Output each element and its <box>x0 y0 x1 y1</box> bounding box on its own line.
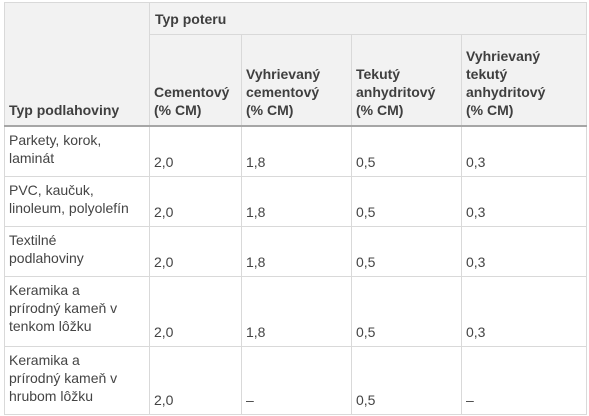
row-label-line: podlahoviny <box>9 249 84 266</box>
row-label: Parkety, korok, laminát <box>4 125 150 177</box>
table-row: Textilné podlahoviny 2,0 1,8 0,5 0,3 <box>4 225 588 277</box>
row-label-line: hrubom lôžku <box>9 387 94 404</box>
table-cell: 1,8 <box>241 275 352 347</box>
row-label-line: laminát <box>9 150 55 166</box>
column-header-line: anhydritový <box>356 84 436 100</box>
row-label-line: tenkom lôžku <box>9 317 92 334</box>
table-cell: 0,3 <box>460 175 588 227</box>
column-header-cement: Cementový (% CM) <box>149 34 242 127</box>
table-cell: 0,5 <box>351 225 462 277</box>
row-label-line: Keramika a <box>9 281 80 298</box>
table-row: Parkety, korok, laminát 2,0 1,8 0,5 0,3 <box>4 125 588 177</box>
table-cell: 0,3 <box>460 225 588 277</box>
table-cell: 0,5 <box>351 175 462 227</box>
row-label: Keramika a prírodný kameň v tenkom lôžku <box>4 275 150 347</box>
table-cell: 0,3 <box>460 125 588 177</box>
table-row: PVC, kaučuk, linoleum, polyolefín 2,0 1,… <box>4 175 588 227</box>
column-header-line: (% CM) <box>356 102 404 118</box>
table-cell: 0,5 <box>351 125 462 177</box>
row-label-line: prírodný kameň v <box>9 369 118 386</box>
group-header-label: Typ poteru <box>155 10 227 27</box>
column-header-line: (% CM) <box>466 102 514 118</box>
table-cell: 1,8 <box>241 225 352 277</box>
table-cell: – <box>460 345 588 415</box>
column-header-line: tekutý <box>466 66 508 82</box>
row-label: PVC, kaučuk, linoleum, polyolefín <box>4 175 150 227</box>
column-header-line: Vyhrievaný <box>466 48 541 64</box>
column-header-heated-cement: Vyhrievaný cementový (% CM) <box>241 34 352 127</box>
column-header-line: anhydritový <box>466 84 546 100</box>
row-label: Textilné podlahoviny <box>4 225 150 277</box>
table-row: Keramika a prírodný kameň v tenkom lôžku… <box>4 275 588 347</box>
column-header-line: Cementový <box>154 84 230 100</box>
table-cell: 2,0 <box>149 275 242 347</box>
row-label-line: Parkety, korok, <box>9 132 102 148</box>
table-cell: 2,0 <box>149 175 242 227</box>
table-cell: 2,0 <box>149 345 242 415</box>
row-header-label: Typ podlahoviny <box>9 102 120 118</box>
moisture-table: Typ podlahoviny Typ poteru Cementový (% … <box>4 2 588 415</box>
table-cell: 0,5 <box>351 345 462 415</box>
table-cell: 1,8 <box>241 125 352 177</box>
column-header-liquid-anhydrite: Tekutý anhydritový (% CM) <box>351 34 462 127</box>
row-label-line: prírodný kameň v <box>9 299 118 316</box>
row-label-line: PVC, kaučuk, <box>9 181 94 198</box>
column-header-heated-liquid-anhydrite: Vyhrievaný tekutý anhydritový (% CM) <box>460 34 588 127</box>
table-cell: 1,8 <box>241 175 352 227</box>
table-cell: – <box>241 345 352 415</box>
row-label-line: Keramika a <box>9 351 80 368</box>
table-cell: 2,0 <box>149 125 242 177</box>
table-cell: 0,3 <box>460 275 588 347</box>
column-header-line: (% CM) <box>246 102 294 118</box>
column-header-line: Vyhrievaný <box>246 66 321 82</box>
row-label: Keramika a prírodný kameň v hrubom lôžku <box>4 345 150 415</box>
column-header-line: Tekutý <box>356 66 401 82</box>
group-header-screed-type: Typ poteru <box>148 2 588 35</box>
column-header-line: cementový <box>246 84 320 100</box>
table-row: Keramika a prírodný kameň v hrubom lôžku… <box>4 345 588 415</box>
table-cell: 0,5 <box>351 275 462 347</box>
row-header-floor-type: Typ podlahoviny <box>4 2 150 127</box>
column-header-line: (% CM) <box>154 102 202 118</box>
table-cell: 2,0 <box>149 225 242 277</box>
row-label-line: linoleum, polyolefín <box>9 199 129 216</box>
row-label-line: Textilné <box>9 231 57 248</box>
